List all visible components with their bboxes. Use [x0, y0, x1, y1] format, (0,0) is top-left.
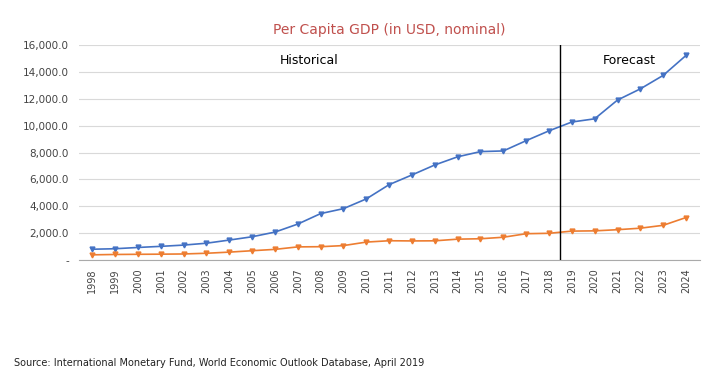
Text: Source: International Monetary Fund, World Economic Outlook Database, April 2019: Source: International Monetary Fund, Wor…: [14, 358, 425, 368]
Text: Historical: Historical: [280, 54, 338, 67]
Text: Forecast: Forecast: [603, 54, 655, 67]
Title: Per Capita GDP (in USD, nominal): Per Capita GDP (in USD, nominal): [273, 23, 506, 36]
